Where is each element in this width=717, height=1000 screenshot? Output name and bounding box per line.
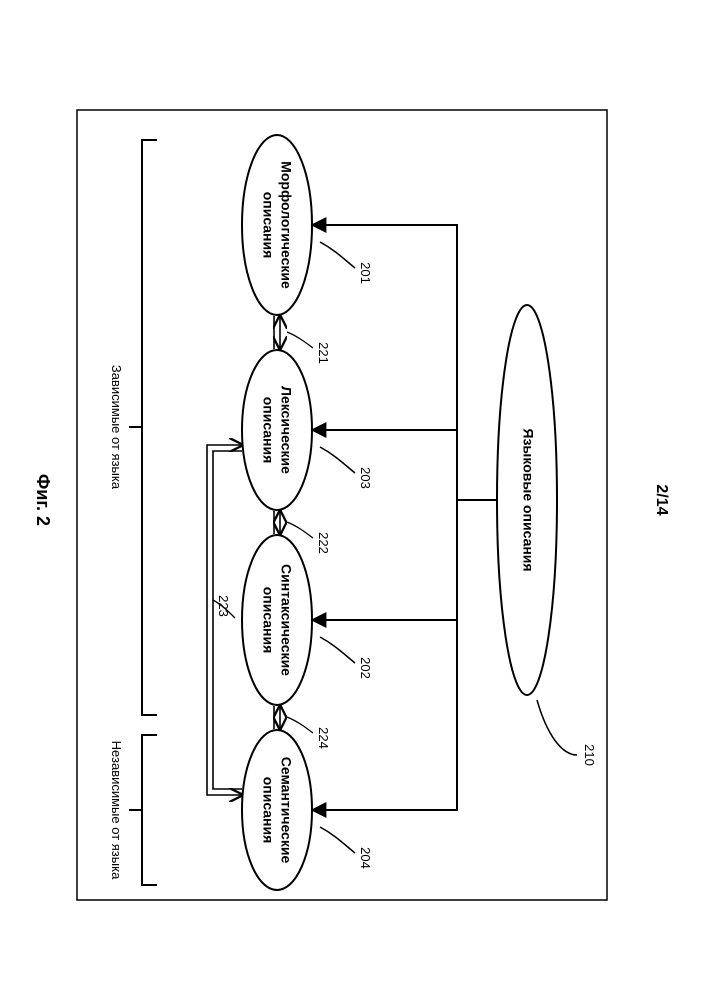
edge-morph-lex: [274, 316, 280, 349]
page-number: 2/14: [653, 484, 670, 515]
sem-label-1: Семантические: [278, 757, 294, 864]
sem-node: Семантические описания: [242, 730, 312, 890]
edge-lex-syn-leader: [287, 522, 313, 538]
bracket-dependent: [129, 140, 157, 715]
syn-node: Синтаксические описания: [242, 535, 312, 705]
morph-ref-leader: [320, 242, 355, 268]
edge-syn-sem-leader: [287, 717, 313, 733]
root-ref-leader: [537, 700, 577, 755]
lex-label-2: описания: [260, 397, 276, 464]
edge-lex-syn: [274, 511, 280, 534]
edge-syn-sem: [274, 706, 280, 729]
morph-node: Морфологические описания: [242, 135, 312, 315]
morph-ref: 201: [358, 262, 373, 284]
figure-label: Фиг. 2: [33, 474, 53, 526]
lex-node: Лексические описания: [242, 350, 312, 510]
lex-ref: 203: [358, 467, 373, 489]
syn-label-1: Синтаксические: [278, 564, 294, 676]
edge-syn-sem-ref: 224: [316, 727, 331, 749]
edge-lex-sem-ref: 223: [216, 595, 231, 617]
syn-ref: 202: [358, 657, 373, 679]
edge-lex-sem: [207, 445, 242, 795]
morph-label-1: Морфологические: [278, 161, 294, 289]
sem-label-2: описания: [260, 777, 276, 844]
sem-ref: 204: [358, 847, 373, 869]
lex-ref-leader: [320, 447, 355, 473]
syn-label-2: описания: [260, 587, 276, 654]
syn-ref-leader: [320, 637, 355, 663]
root-node: Языковые описания: [497, 305, 557, 695]
root-to-children: [312, 225, 497, 810]
sem-ref-leader: [320, 827, 355, 853]
root-ref: 210: [582, 744, 597, 766]
root-label: Языковые описания: [520, 428, 536, 571]
bracket-independent: [129, 735, 157, 885]
edge-lex-syn-ref: 222: [316, 532, 331, 554]
morph-label-2: описания: [260, 192, 276, 259]
bracket-dependent-label: Зависимые от языка: [109, 365, 124, 490]
bracket-independent-label: Независимые от языка: [109, 741, 124, 880]
edge-morph-lex-ref: 221: [316, 342, 331, 364]
lex-label-1: Лексические: [278, 386, 294, 474]
edge-morph-lex-leader: [287, 332, 313, 348]
